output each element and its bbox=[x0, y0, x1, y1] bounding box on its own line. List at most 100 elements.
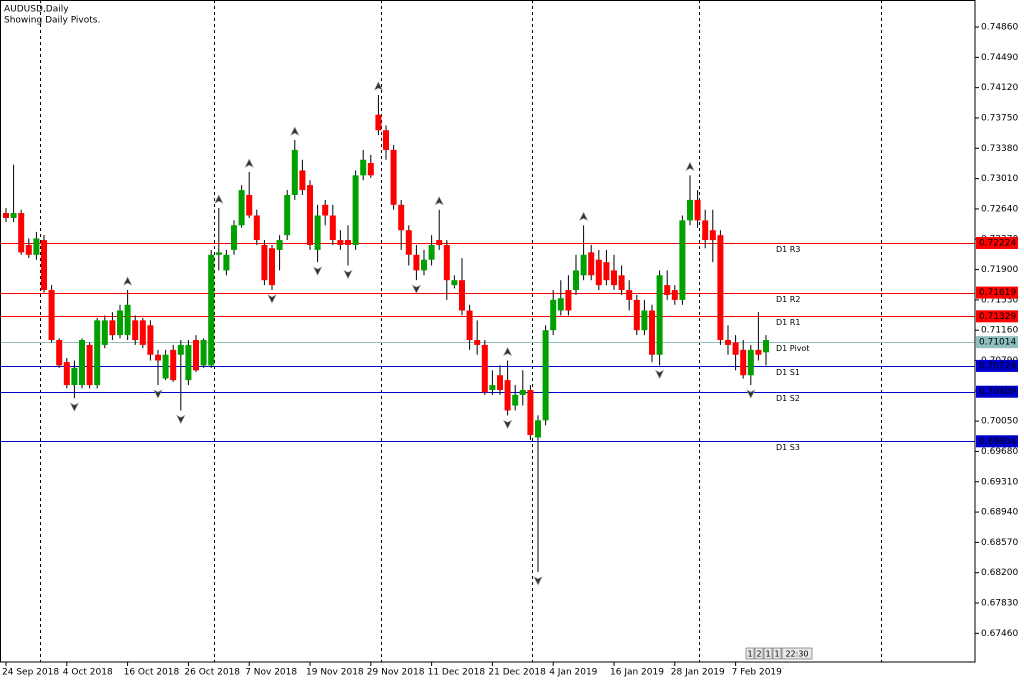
candle-body bbox=[641, 310, 648, 331]
candle-body bbox=[519, 389, 526, 395]
fractal-down bbox=[153, 389, 163, 399]
x-tick-label: 21 Dec 2018 bbox=[488, 668, 546, 678]
level-value-label: 0.70409 bbox=[979, 387, 1016, 397]
y-tick-label: 0.67460 bbox=[981, 629, 1018, 639]
candle-body bbox=[709, 230, 716, 241]
y-tick-label: 0.74860 bbox=[981, 23, 1018, 33]
fractal-down bbox=[176, 414, 186, 425]
candle-body bbox=[215, 252, 222, 255]
candle-body bbox=[314, 215, 321, 250]
candle-body bbox=[595, 259, 602, 286]
x-tick-label: 7 Nov 2018 bbox=[245, 668, 297, 678]
status-text: 1 bbox=[747, 650, 752, 659]
status-box bbox=[754, 647, 764, 660]
candle-body bbox=[633, 299, 640, 331]
candle-body bbox=[86, 344, 93, 386]
y-tick-label: 0.68200 bbox=[981, 568, 1018, 578]
candle-body bbox=[626, 290, 633, 300]
x-tick-label: 16 Jan 2019 bbox=[610, 668, 664, 678]
candle-body bbox=[208, 254, 215, 366]
candle-body bbox=[299, 170, 306, 191]
candle-body bbox=[337, 240, 344, 245]
fractal-down bbox=[267, 294, 277, 304]
candle-body bbox=[3, 213, 9, 218]
candle-body bbox=[466, 310, 473, 341]
level-value-box bbox=[976, 237, 1018, 250]
candle-body bbox=[147, 325, 154, 355]
candle-body bbox=[25, 244, 32, 255]
pivot-label: D1 S2 bbox=[776, 394, 800, 403]
y-tick-label: 0.74490 bbox=[981, 53, 1018, 63]
candle-body bbox=[421, 259, 427, 271]
candle-body bbox=[550, 299, 557, 331]
y-tick-label: 0.69680 bbox=[981, 447, 1018, 457]
candle-body bbox=[725, 340, 731, 345]
y-tick-label: 0.68570 bbox=[981, 538, 1018, 548]
candle-body bbox=[162, 354, 169, 379]
status-box bbox=[781, 647, 813, 660]
fractal-up bbox=[290, 126, 300, 136]
candle-body bbox=[603, 262, 610, 281]
candle-body bbox=[557, 298, 564, 311]
pivot-label: D1 S1 bbox=[776, 368, 800, 377]
candle-body bbox=[390, 149, 397, 205]
candle-body bbox=[512, 394, 519, 406]
candle-body bbox=[307, 185, 313, 245]
y-tick-label: 0.70050 bbox=[981, 417, 1018, 427]
candle-body bbox=[63, 362, 70, 386]
candle-body bbox=[41, 240, 47, 291]
level-value-box bbox=[976, 336, 1018, 349]
candle-body bbox=[542, 330, 549, 421]
pivot-label: D1 R2 bbox=[776, 295, 800, 304]
fractal-up bbox=[685, 161, 695, 172]
candle-body bbox=[193, 340, 199, 371]
x-tick-label: 29 Nov 2018 bbox=[367, 668, 425, 678]
candle-body bbox=[618, 275, 625, 291]
candle-body bbox=[329, 215, 336, 241]
period-separators bbox=[40, 0, 882, 662]
candle-body bbox=[428, 244, 435, 260]
candle-body bbox=[33, 238, 40, 255]
candle-body bbox=[649, 310, 655, 355]
candle-body bbox=[109, 320, 116, 336]
candle-body bbox=[740, 349, 747, 376]
fractal-up bbox=[434, 196, 444, 206]
candle-body bbox=[588, 252, 595, 276]
candle-body bbox=[284, 194, 291, 236]
candle-body bbox=[132, 320, 139, 341]
x-tick-label: 19 Nov 2018 bbox=[306, 668, 364, 678]
candle-body bbox=[352, 175, 359, 245]
candle-body bbox=[124, 304, 131, 336]
candle-body bbox=[405, 230, 412, 255]
x-tick-label: 28 Jan 2019 bbox=[671, 668, 725, 678]
candle-body bbox=[763, 340, 769, 353]
fractal-down bbox=[746, 389, 756, 399]
candle-body bbox=[497, 375, 503, 390]
level-value-box bbox=[976, 435, 1018, 448]
candle-body bbox=[375, 114, 382, 131]
level-value-label: 0.70724 bbox=[979, 361, 1016, 371]
y-tick-label: 0.67830 bbox=[981, 599, 1018, 609]
candle-body bbox=[611, 270, 617, 286]
candle-body bbox=[48, 290, 55, 341]
x-tick-label: 4 Oct 2018 bbox=[63, 668, 113, 678]
candle-body bbox=[481, 344, 488, 393]
pivot-label: D1 S3 bbox=[776, 443, 800, 452]
fractal-down bbox=[502, 419, 513, 430]
candle-body bbox=[322, 204, 329, 216]
pivot-label: D1 Pivot bbox=[776, 344, 809, 353]
status-text: 1 bbox=[774, 650, 779, 659]
fractal-down bbox=[411, 284, 422, 294]
candle-body bbox=[694, 199, 701, 221]
y-tick-label: 0.73750 bbox=[981, 113, 1018, 123]
candle-body bbox=[269, 248, 275, 286]
candle-body bbox=[10, 213, 17, 218]
y-tick-label: 0.68940 bbox=[981, 508, 1018, 518]
fractal-up bbox=[214, 194, 224, 204]
level-value-box bbox=[976, 310, 1018, 323]
level-value-box bbox=[976, 385, 1018, 398]
y-tick-label: 0.71160 bbox=[981, 326, 1018, 336]
fractal-down bbox=[312, 266, 323, 276]
chart-subtitle: Showing Daily Pivots. bbox=[4, 16, 100, 26]
